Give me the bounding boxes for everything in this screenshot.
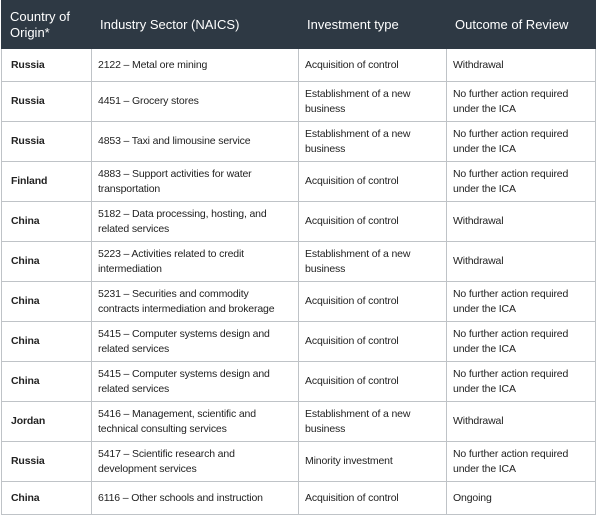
table-row: China 5223 – Activities related to credit…	[1, 241, 596, 282]
header-cell: Industry Sector (NAICS)	[91, 0, 299, 49]
table-cell: 5417 – Scientific research and developme…	[91, 441, 299, 482]
header-row: Country of Origin* Industry Sector (NAICS…	[1, 0, 596, 49]
review-table: Country of Origin* Industry Sector (NAICS…	[1, 0, 596, 515]
table-cell: Withdrawal	[446, 201, 596, 242]
table-row: China 5182 – Data processing, hosting, an…	[1, 201, 596, 242]
table-cell: Withdrawal	[446, 401, 596, 442]
table-cell: Establishment of a new business	[298, 241, 447, 282]
country-cell: China	[1, 321, 92, 362]
header-cell: Country of Origin*	[1, 0, 92, 49]
table-row: China 6116 – Other schools and instructio…	[1, 481, 596, 515]
table-cell: 5223 – Activities related to credit inte…	[91, 241, 299, 282]
country-cell: Finland	[1, 161, 92, 202]
table-cell: 6116 – Other schools and instruction	[91, 481, 299, 515]
country-cell: Jordan	[1, 401, 92, 442]
table-row: China 5415 – Computer systems design and …	[1, 321, 596, 362]
table-cell: 2122 – Metal ore mining	[91, 48, 299, 82]
table-cell: Establishment of a new business	[298, 121, 447, 162]
table-cell: No further action required under the ICA	[446, 441, 596, 482]
table-cell: Withdrawal	[446, 241, 596, 282]
country-cell: Russia	[1, 441, 92, 482]
table-body: Russia 2122 – Metal ore mining Acquisition…	[1, 48, 596, 515]
table-row: Russia 4451 – Grocery stores Establishment…	[1, 81, 596, 122]
table-cell: 4853 – Taxi and limousine service	[91, 121, 299, 162]
table-cell: Establishment of a new business	[298, 401, 447, 442]
table-row: Russia 4853 – Taxi and limousine service E…	[1, 121, 596, 162]
table-cell: No further action required under the ICA	[446, 281, 596, 322]
table-cell: Ongoing	[446, 481, 596, 515]
table-cell: No further action required under the ICA	[446, 121, 596, 162]
country-cell: China	[1, 481, 92, 515]
table-cell: Withdrawal	[446, 48, 596, 82]
table-cell: Acquisition of control	[298, 321, 447, 362]
table-row: China 5231 – Securities and commodity con…	[1, 281, 596, 322]
table-cell: 5415 – Computer systems design and relat…	[91, 361, 299, 402]
table-cell: Minority investment	[298, 441, 447, 482]
table-cell: 4451 – Grocery stores	[91, 81, 299, 122]
table-row: Finland 4883 – Support activities for wat…	[1, 161, 596, 202]
country-cell: Russia	[1, 48, 92, 82]
table-cell: 5231 – Securities and commodity contract…	[91, 281, 299, 322]
country-cell: Russia	[1, 81, 92, 122]
table-cell: Establishment of a new business	[298, 81, 447, 122]
table-row: China 5415 – Computer systems design and …	[1, 361, 596, 402]
table-cell: No further action required under the ICA	[446, 321, 596, 362]
header-cell: Outcome of Review	[446, 0, 596, 49]
table-cell: 5416 – Management, scientific and techni…	[91, 401, 299, 442]
table-cell: 5415 – Computer systems design and relat…	[91, 321, 299, 362]
table-cell: 5182 – Data processing, hosting, and rel…	[91, 201, 299, 242]
table-row: Jordan 5416 – Management, scientific and …	[1, 401, 596, 442]
table-cell: No further action required under the ICA	[446, 361, 596, 402]
country-cell: China	[1, 361, 92, 402]
table-cell: 4883 – Support activities for water tran…	[91, 161, 299, 202]
table-row: Russia 2122 – Metal ore mining Acquisition…	[1, 48, 596, 82]
table-cell: Acquisition of control	[298, 48, 447, 82]
table-cell: Acquisition of control	[298, 201, 447, 242]
country-cell: China	[1, 281, 92, 322]
header-cell: Investment type	[298, 0, 447, 49]
table-cell: Acquisition of control	[298, 281, 447, 322]
table-cell: Acquisition of control	[298, 361, 447, 402]
table-row: Russia 5417 – Scientific research and dev…	[1, 441, 596, 482]
table-cell: Acquisition of control	[298, 481, 447, 515]
table-cell: Acquisition of control	[298, 161, 447, 202]
table-cell: No further action required under the ICA	[446, 161, 596, 202]
country-cell: Russia	[1, 121, 92, 162]
country-cell: China	[1, 201, 92, 242]
table-cell: No further action required under the ICA	[446, 81, 596, 122]
country-cell: China	[1, 241, 92, 282]
